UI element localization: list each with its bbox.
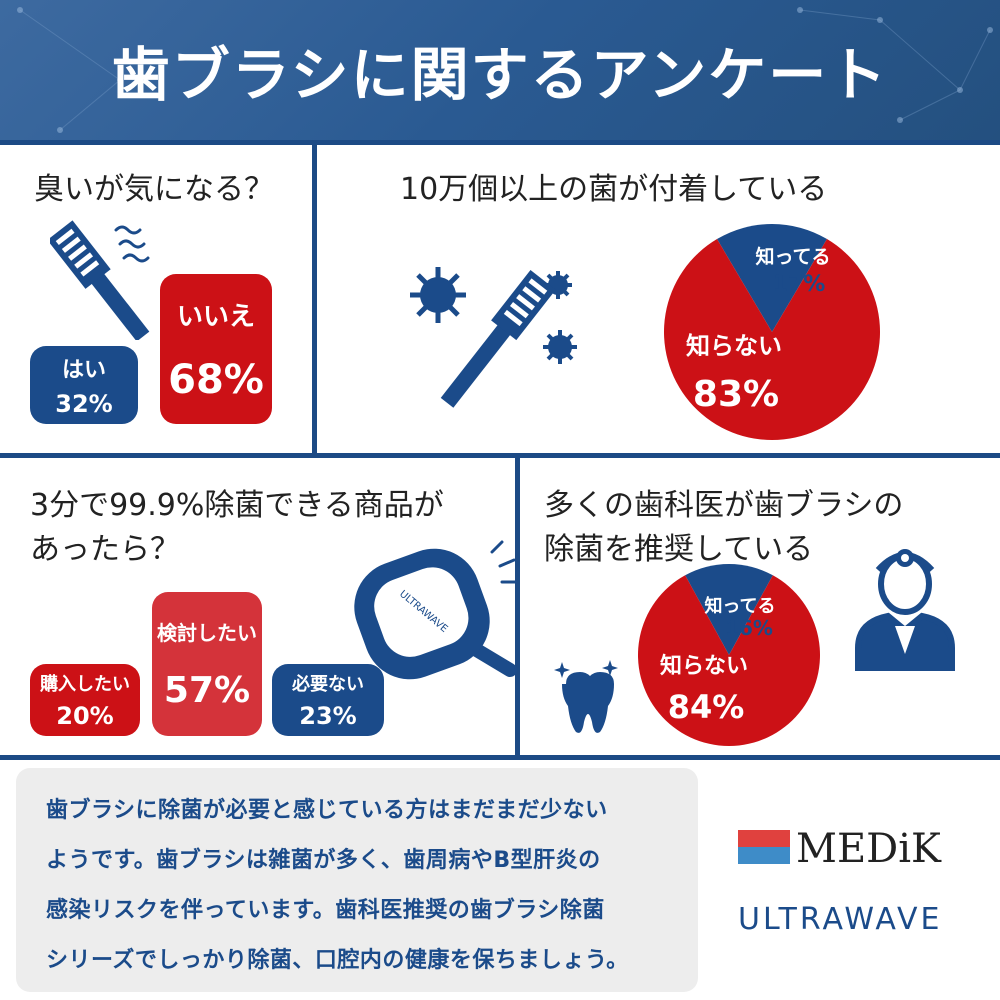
answer-yes-box: はい 32% bbox=[30, 346, 138, 424]
question-dentist-line2: 除菌を推奨している bbox=[544, 532, 814, 567]
pie1-know-value: 17% bbox=[772, 272, 826, 297]
pie-slice-know bbox=[717, 224, 827, 332]
pie2-know-label: 知ってる bbox=[704, 596, 776, 617]
answer-yes-value: 32% bbox=[55, 390, 113, 418]
pie-chart-dentist bbox=[638, 564, 820, 746]
pie1-know-label: 知ってる bbox=[755, 246, 831, 268]
divider-top bbox=[0, 140, 1000, 145]
pie1-dont-know-label: 知らない bbox=[686, 332, 782, 360]
ultrawave-device-icon: ULTRAWAVE bbox=[354, 540, 518, 680]
summary-line-2: ようです。歯ブラシは雑菌が多く、歯周病やB型肝炎の bbox=[46, 848, 601, 873]
medik-logo-text: MEDiK bbox=[796, 826, 941, 872]
header-banner: 歯ブラシに関するアンケート bbox=[0, 0, 1000, 140]
dentist-icon bbox=[855, 549, 955, 671]
question-product-line1: 3分で99.9%除菌できる商品が bbox=[30, 488, 444, 523]
medik-logo-mark bbox=[738, 830, 790, 864]
germs-toothbrush-icon bbox=[410, 267, 577, 408]
question-product-line2: あったら？ bbox=[30, 532, 180, 567]
summary-box: 歯ブラシに除菌が必要と感じている方はまだまだ少ない ようです。歯ブラシは雑菌が多… bbox=[16, 768, 698, 992]
summary-line-4: シリーズでしっかり除菌、口腔内の健康を保ちましょう。 bbox=[46, 948, 629, 973]
answer-consider-value: 57% bbox=[163, 670, 251, 711]
answer-buy-label: 購入したい bbox=[40, 674, 130, 695]
question-dentist-line1: 多くの歯科医が歯ブラシの bbox=[544, 488, 904, 523]
divider-bottom bbox=[0, 755, 1000, 760]
answer-unneeded-box: 必要ない 23% bbox=[272, 664, 384, 736]
divider-middle bbox=[0, 453, 1000, 458]
answer-no-value: 68% bbox=[168, 356, 264, 403]
ultrawave-logo-text: ULTRAWAVE bbox=[738, 902, 943, 937]
question-bacteria: 10万個以上の菌が付着している bbox=[400, 172, 828, 207]
pie-chart-bacteria bbox=[664, 224, 880, 440]
answer-consider-label: 検討したい bbox=[157, 621, 257, 645]
pie1-dont-know-value: 83% bbox=[692, 374, 780, 415]
answer-no-box: いいえ 68% bbox=[160, 274, 272, 424]
summary-line-3: 感染リスクを伴っています。歯科医推奨の歯ブラシ除菌 bbox=[46, 898, 605, 923]
answer-buy-value: 20% bbox=[56, 702, 114, 730]
question-smell: 臭いが気になる？ bbox=[34, 172, 274, 207]
pie2-dont-know-value: 84% bbox=[667, 688, 745, 726]
network-pattern bbox=[17, 7, 993, 133]
pie-slice-know bbox=[685, 564, 773, 655]
pie-slice-dont-know bbox=[638, 575, 820, 746]
pie2-dont-know-label: 知らない bbox=[659, 654, 748, 679]
toothbrush-icon bbox=[50, 220, 150, 340]
answer-buy-box: 購入したい 20% bbox=[30, 664, 140, 736]
divider-vertical-2 bbox=[515, 455, 520, 758]
answer-unneeded-value: 23% bbox=[299, 702, 357, 730]
divider-vertical-1 bbox=[312, 140, 317, 456]
answer-unneeded-label: 必要ない bbox=[292, 674, 364, 695]
smell-wave-icon bbox=[114, 225, 150, 263]
answer-no-label: いいえ bbox=[176, 301, 255, 332]
clean-tooth-icon bbox=[554, 660, 618, 733]
pie2-know-value: 16% bbox=[725, 616, 773, 640]
summary-line-1: 歯ブラシに除菌が必要と感じている方はまだまだ少ない bbox=[46, 798, 608, 823]
answer-consider-box: 検討したい 57% bbox=[152, 592, 262, 736]
pie-slice-dont-know bbox=[664, 239, 880, 440]
page-title: 歯ブラシに関するアンケート bbox=[111, 41, 889, 109]
answer-yes-label: はい bbox=[61, 358, 106, 383]
